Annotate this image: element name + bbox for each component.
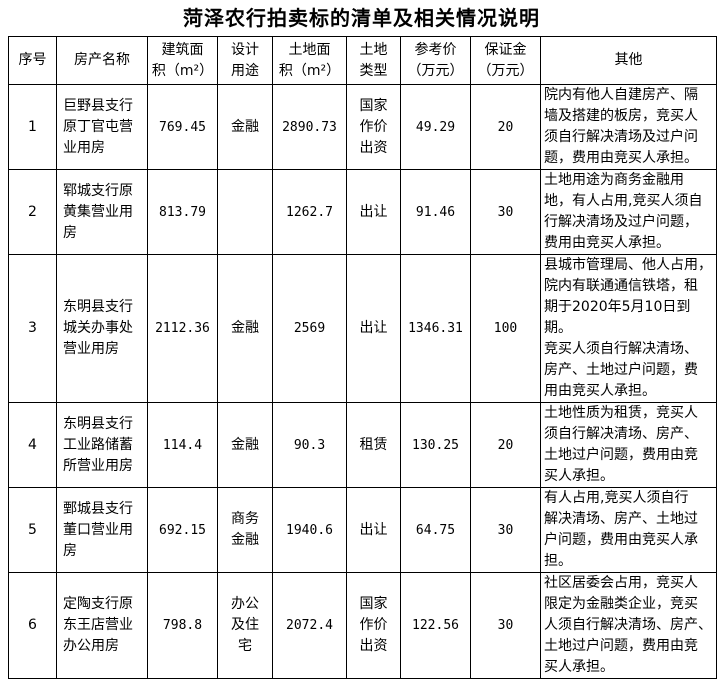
cell-no: 3 (8, 254, 57, 403)
cell-use: 金融 (217, 84, 273, 170)
cell-land-area: 2569 (272, 254, 347, 403)
cell-land-area: 2072.4 (272, 572, 347, 679)
header-other: 其他 (540, 36, 717, 85)
header-no: 序号 (8, 36, 57, 85)
cell-land-type: 租赁 (346, 402, 401, 488)
cell-price: 49.29 (400, 84, 471, 170)
cell-no: 5 (8, 487, 57, 573)
cell-use: 办公 及住 宅 (217, 572, 273, 679)
cell-use: 商务 金融 (217, 487, 273, 573)
cell-price: 1346.31 (400, 254, 471, 403)
cell-land-area: 90.3 (272, 402, 347, 488)
cell-land-area: 2890.73 (272, 84, 347, 170)
cell-building-area: 692.15 (147, 487, 218, 573)
cell-deposit: 30 (470, 572, 541, 679)
cell-use: 金融 (217, 402, 273, 488)
header-name: 房产名称 (56, 36, 148, 85)
table-row: 5 鄄城县支行 董口营业用 房 692.15 商务 金融 1940.6 出让 64.75 30… (8, 487, 717, 573)
cell-other: 土地性质为租赁，竞买人 须自行解决清场、房产、 土地过户问题，费用由竞 买人承担… (540, 402, 717, 488)
cell-building-area: 798.8 (147, 572, 218, 679)
cell-land-type: 出让 (346, 169, 401, 255)
cell-deposit: 30 (470, 487, 541, 573)
cell-building-area: 2112.36 (147, 254, 218, 403)
cell-land-type: 出让 (346, 487, 401, 573)
table-row: 1 巨野县支行 原丁官屯营 业用房 769.45 金融 2890.73 国家 作价 出资 4… (8, 84, 717, 170)
cell-land-type: 出让 (346, 254, 401, 403)
cell-land-type: 国家 作价 出资 (346, 84, 401, 170)
cell-name: 东明县支行 城关办事处 营业用房 (56, 254, 148, 403)
cell-use (217, 169, 273, 255)
cell-no: 1 (8, 84, 57, 170)
cell-price: 91.46 (400, 169, 471, 255)
cell-name: 鄄城县支行 董口营业用 房 (56, 487, 148, 573)
header-row: 序号 房产名称 建筑面 积（m²） 设计 用途 土地面 积（m²） 土地 类型 … (8, 36, 717, 85)
cell-deposit: 20 (470, 84, 541, 170)
cell-price: 64.75 (400, 487, 471, 573)
auction-table: 序号 房产名称 建筑面 积（m²） 设计 用途 土地面 积（m²） 土地 类型 … (8, 36, 717, 679)
table-row: 6 定陶支行原 东王店营业 办公用房 798.8 办公 及住 宅 2072.4 国家 作价… (8, 572, 717, 679)
cell-deposit: 30 (470, 169, 541, 255)
header-land-type: 土地 类型 (346, 36, 401, 85)
header-building-area: 建筑面 积（m²） (147, 36, 218, 85)
cell-other: 社区居委会占用，竞买人 限定为金融类企业，竞买 人须自行解决清场、房产、 土地过… (540, 572, 717, 679)
cell-use: 金融 (217, 254, 273, 403)
cell-other: 有人占用,竞买人须自行 解决清场、房产、土地过 户问题，费用由竞买人承 担。 (540, 487, 717, 573)
cell-name: 巨野县支行 原丁官屯营 业用房 (56, 84, 148, 170)
header-deposit: 保证金 （万元） (470, 36, 541, 85)
cell-deposit: 100 (470, 254, 541, 403)
table-row: 4 东明县支行 工业路储蓄 所营业用房 114.4 金融 90.3 租赁 130.25 20 土… (8, 402, 717, 488)
header-land-area: 土地面 积（m²） (272, 36, 347, 85)
cell-name: 东明县支行 工业路储蓄 所营业用房 (56, 402, 148, 488)
table-row: 2 郓城支行原 黄集营业用 房 813.79 1262.7 出让 91.46 30 土地用途为… (8, 169, 717, 255)
cell-name: 郓城支行原 黄集营业用 房 (56, 169, 148, 255)
cell-other: 县城市管理局、他人占用， 院内有联通通信铁塔，租 期于2020年5月10日到期。… (540, 254, 717, 403)
cell-other: 土地用途为商务金融用 地，有人占用,竞买人须自 行解决清场及过户问题， 费用由竞… (540, 169, 717, 255)
cell-land-area: 1940.6 (272, 487, 347, 573)
page-title: 菏泽农行拍卖标的清单及相关情况说明 (183, 6, 540, 30)
cell-other: 院内有他人自建房产、隔 墙及搭建的板房，竞买人 须自行解决清场及过户问 题，费用… (540, 84, 717, 170)
cell-no: 2 (8, 169, 57, 255)
cell-land-type: 国家 作价 出资 (346, 572, 401, 679)
cell-price: 122.56 (400, 572, 471, 679)
cell-deposit: 20 (470, 402, 541, 488)
cell-land-area: 1262.7 (272, 169, 347, 255)
cell-name: 定陶支行原 东王店营业 办公用房 (56, 572, 148, 679)
header-use: 设计 用途 (217, 36, 273, 85)
cell-price: 130.25 (400, 402, 471, 488)
cell-no: 4 (8, 402, 57, 488)
header-price: 参考价 （万元） (400, 36, 471, 85)
table-row: 3 东明县支行 城关办事处 营业用房 2112.36 金融 2569 出让 1346.31 1… (8, 254, 717, 403)
cell-building-area: 114.4 (147, 402, 218, 488)
cell-building-area: 813.79 (147, 169, 218, 255)
cell-no: 6 (8, 572, 57, 679)
cell-building-area: 769.45 (147, 84, 218, 170)
